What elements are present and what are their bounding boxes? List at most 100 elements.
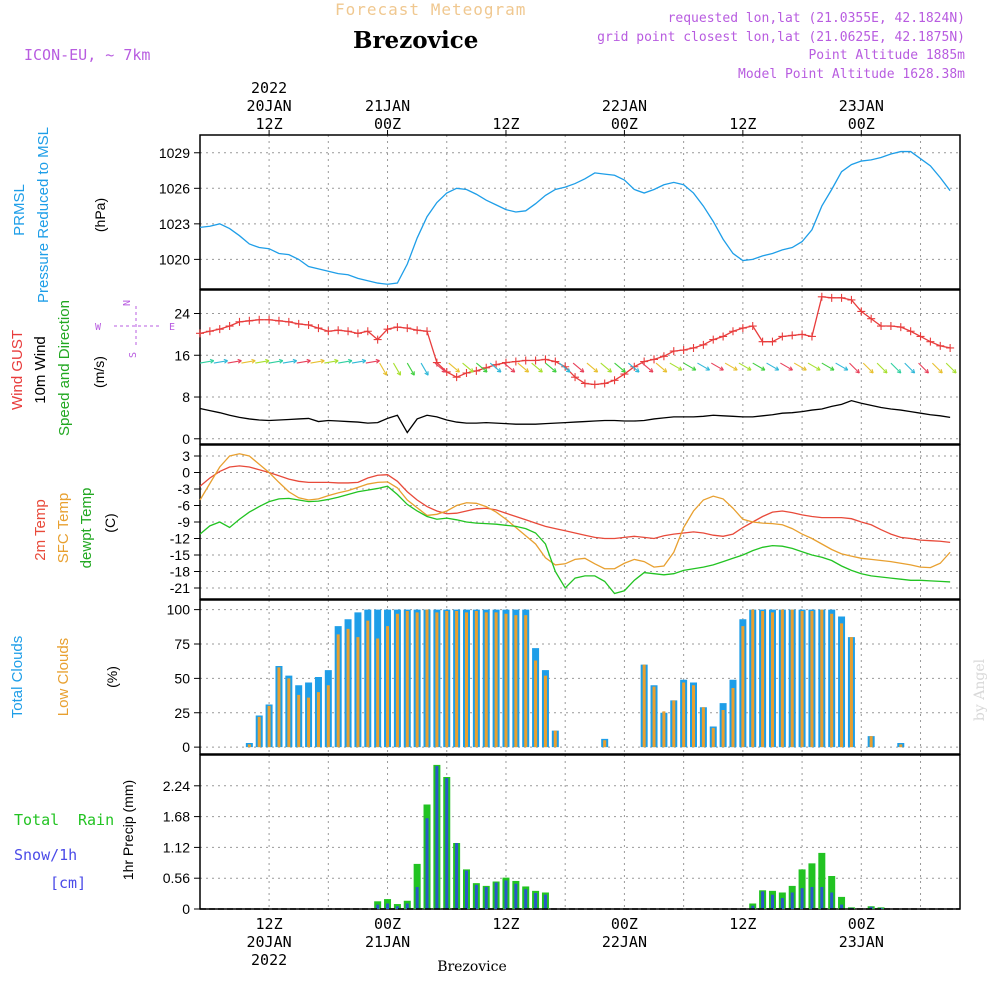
cloud-low-bar <box>514 615 518 748</box>
wind-arrow-head <box>510 368 516 373</box>
y-tick-label: 25 <box>174 705 190 721</box>
low-clouds-label: Low Clouds <box>55 638 72 716</box>
y-tick-label: 75 <box>174 636 190 652</box>
wind-arrow <box>835 362 849 371</box>
panel-frame <box>199 289 961 445</box>
gust-marker <box>630 362 639 371</box>
precip-rain-bar <box>395 906 399 909</box>
wind-arrow <box>338 360 353 364</box>
y-tick-label: 3 <box>182 448 190 464</box>
y-tick-label: 0 <box>182 901 190 917</box>
wind-arrow-head <box>223 358 228 364</box>
gust-marker <box>906 327 915 336</box>
cloud-low-bar <box>474 611 478 748</box>
wind-arrow <box>324 360 339 364</box>
wind-arrow <box>945 362 957 374</box>
watermark: by Angel <box>972 658 988 721</box>
wind-arrow <box>282 360 297 364</box>
wind-arrow-head <box>209 358 215 364</box>
top-time-label: 00Z <box>848 115 875 133</box>
cloud-low-bar <box>810 611 814 748</box>
wind-arrow <box>738 362 752 371</box>
wind-series-0 <box>199 296 951 386</box>
cloud-low-bar <box>494 612 498 748</box>
precip-rain-bar <box>376 904 380 909</box>
wind-arrow-head <box>375 358 380 364</box>
precip-rain-bar <box>514 883 518 909</box>
gust-marker <box>571 373 580 382</box>
gust-marker <box>393 323 402 332</box>
panel-precipitation: 0 0.56 1.12 1.68 2.24 <box>163 754 961 917</box>
y-tick-label: 0.56 <box>163 870 190 886</box>
cloud-low-bar <box>316 692 320 748</box>
gust-marker <box>452 373 461 382</box>
y-tick-label: 16 <box>174 347 190 363</box>
gust-marker <box>916 332 925 341</box>
precip-rain-bar <box>800 888 804 909</box>
wind-arrow <box>199 360 214 364</box>
wind-arrow-head <box>496 368 502 373</box>
top-time-label: 00Z <box>374 115 401 133</box>
wind-arrow <box>849 362 860 374</box>
wind-arrow <box>586 362 598 373</box>
precip-rain-bar <box>780 898 784 909</box>
y-tick-label: 1020 <box>159 251 190 267</box>
wind-arrow <box>780 362 793 371</box>
wind-arrow <box>793 362 807 371</box>
precip-rain-bar <box>751 905 755 909</box>
cloud-low-bar <box>376 638 380 748</box>
cloud-low-bar <box>524 615 528 748</box>
panel-frame <box>199 444 961 600</box>
wind-arrow-head <box>334 358 339 364</box>
top-time-label: 00Z <box>611 115 638 133</box>
compass-e: E <box>169 322 175 333</box>
gust-marker <box>669 347 678 356</box>
wind-arrow <box>931 362 943 374</box>
wind-arrow-head <box>816 366 821 371</box>
gust-marker <box>679 346 688 355</box>
cloud-low-bar <box>257 716 261 748</box>
precip-rain-bar <box>435 766 439 909</box>
gust-marker <box>235 317 244 326</box>
precip-total-bar <box>838 896 846 909</box>
wind-arrow-head <box>552 368 557 373</box>
bottom-time-label: 12Z <box>256 915 283 933</box>
wind-arrow <box>710 362 724 371</box>
temp-sfc-label: SFC Temp <box>55 493 72 564</box>
temperature-series-2 <box>199 485 951 595</box>
wind-arrow-head <box>843 366 849 371</box>
gust-marker <box>294 319 303 328</box>
wind-arrow-head <box>952 368 957 374</box>
bottom-time-label: 00Z <box>374 915 401 933</box>
cloud-low-bar <box>415 612 419 748</box>
panel-frame <box>199 754 961 910</box>
wind-arrow-head <box>677 366 683 371</box>
cloud-low-bar <box>395 613 399 748</box>
wind-arrow-head <box>469 368 474 373</box>
model-altitude: Model Point Altitude 1628.38m <box>738 67 965 82</box>
gust-marker <box>827 293 836 302</box>
y-tick-label: 8 <box>182 389 190 405</box>
top-time-label: 2022 <box>251 79 287 97</box>
gust-marker <box>215 325 224 334</box>
precip-rain-bar <box>810 887 814 909</box>
bottom-time-label: 00Z <box>848 915 875 933</box>
wind-arrow <box>655 362 668 373</box>
precip-rain-bar <box>504 880 508 909</box>
panel-temperature: 30-3-6-9-12-15-18-21 <box>170 444 961 600</box>
gust-marker <box>580 379 589 388</box>
cloud-low-bar <box>790 609 794 748</box>
cloud-low-bar <box>534 660 538 748</box>
wind-arrow <box>614 362 626 373</box>
gust-marker <box>423 327 432 336</box>
bottom-time-label: 23JAN <box>839 933 884 951</box>
cloud-low-bar <box>701 707 705 748</box>
precip-rain-bar <box>405 903 409 909</box>
precip-rain-bar <box>425 818 429 909</box>
gust-marker <box>472 366 481 375</box>
gust-marker <box>807 332 816 341</box>
precip-rain-bar <box>386 903 390 909</box>
plot-layer: 102010231026102908162430-3-6-9-12-15-18-… <box>159 79 961 969</box>
wind-arrow-head <box>705 366 711 371</box>
